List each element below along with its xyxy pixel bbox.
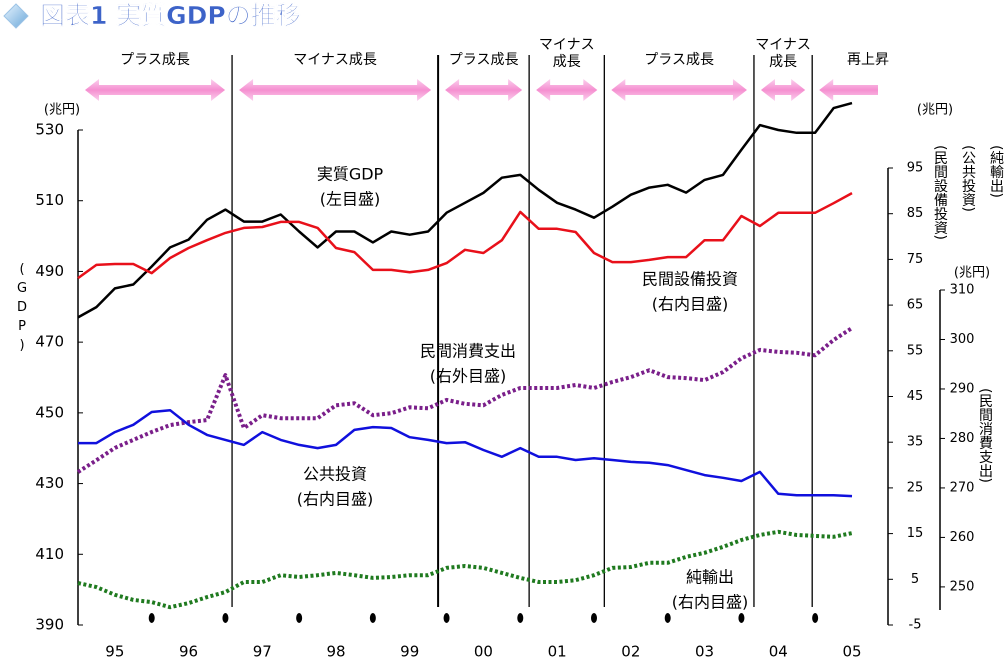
y2-title: (民間設備投資) (932, 145, 948, 240)
phase-label: 再上昇 (847, 52, 889, 68)
x-tick-label: 00 (474, 643, 493, 660)
series-label: 純輸出 (686, 568, 734, 587)
y2-tick-label: 55 (907, 343, 924, 358)
y2-tick-label: 75 (907, 252, 924, 267)
y3-tick-label: 260 (950, 530, 975, 545)
y3-title: (民間消費支出) (977, 388, 993, 483)
y2-tick-label: 35 (907, 435, 924, 450)
y-tick-label: 470 (35, 333, 64, 351)
phase-arrow (819, 79, 878, 101)
y2-tick-label: 45 (907, 389, 924, 404)
y2-title: (公共投資) (960, 145, 976, 212)
x-tick-label: 95 (105, 643, 124, 660)
phase-label: マイナス (755, 37, 811, 53)
x-tick (148, 613, 155, 623)
phase-label: 成長 (553, 54, 581, 70)
x-tick (812, 613, 819, 623)
series-label: 民間設備投資 (642, 270, 738, 289)
y-tick-label: 510 (35, 191, 64, 209)
phase-arrow (85, 79, 226, 101)
y3-tick-label: 270 (950, 480, 975, 495)
series-label: 実質GDP (317, 165, 384, 184)
y2-tick-label: 15 (907, 526, 924, 541)
y3-tick-label: 300 (950, 332, 975, 347)
x-tick (443, 613, 450, 623)
series-scale-label: (右内目盛) (672, 593, 749, 612)
y-tick-label: 450 (35, 403, 64, 421)
phase-label: プラス成長 (644, 52, 714, 68)
x-tick (296, 613, 303, 623)
phase-label: マイナス成長 (293, 52, 377, 68)
y2-tick-label: 95 (907, 161, 924, 176)
x-tick (664, 613, 671, 623)
y2-tick-label: 25 (907, 480, 924, 495)
title-icon (3, 3, 29, 29)
x-tick-label: 05 (842, 643, 861, 660)
phase-arrow (445, 79, 523, 101)
series-line (77, 101, 853, 319)
x-tick-label: 02 (621, 643, 640, 660)
series-scale-label: (右外目盛) (430, 367, 507, 386)
y3-unit: (兆円) (954, 266, 990, 281)
phase-arrow (611, 79, 747, 101)
phase-label: プラス成長 (120, 52, 190, 68)
y-tick-label: 490 (35, 262, 64, 280)
series-line (77, 192, 853, 280)
series-line (78, 408, 853, 498)
x-tick-label: 99 (400, 643, 419, 660)
x-tick-label: 97 (253, 643, 272, 660)
chart-title: 図表1 実質GDPの推移 (40, 1, 301, 30)
y3-tick-label: 310 (950, 283, 975, 298)
y2-tick-label: 65 (907, 298, 924, 313)
x-tick (222, 613, 229, 623)
x-tick (738, 613, 745, 623)
series-scale-label: (右内目盛) (652, 295, 729, 314)
x-tick (517, 613, 524, 623)
y3-tick-label: 290 (950, 381, 975, 396)
x-tick-label: 01 (548, 643, 567, 660)
series-line (77, 529, 853, 610)
y2-title: (純輸出) (988, 145, 1004, 198)
phase-label: 成長 (769, 54, 797, 70)
series-line (76, 326, 854, 474)
x-tick-label: 04 (769, 643, 788, 660)
y-unit: (兆円) (44, 103, 80, 118)
phase-arrow (536, 79, 598, 101)
y-tick-label: 430 (35, 474, 64, 492)
y3-tick-label: 280 (950, 431, 975, 446)
x-tick (369, 613, 376, 623)
y-tick-label: 410 (35, 545, 64, 563)
x-tick-label: 96 (179, 643, 198, 660)
phase-arrow (760, 79, 806, 101)
y-tick-label: 530 (35, 121, 64, 139)
series-label: 公共投資 (303, 465, 367, 484)
y-title: (GDP) (15, 262, 30, 357)
y-tick-label: 390 (35, 616, 64, 634)
y2-tick-label: 85 (907, 206, 924, 221)
phase-label: マイナス (539, 37, 595, 53)
x-tick-label: 98 (326, 643, 345, 660)
phase-label: プラス成長 (449, 52, 519, 68)
series-scale-label: (右内目盛) (297, 490, 374, 509)
series-label: 民間消費支出 (420, 342, 516, 361)
y2-tick-label: 5 (911, 572, 919, 587)
x-tick-label: 03 (695, 643, 714, 660)
x-tick (591, 613, 597, 623)
y3-tick-label: 250 (950, 579, 975, 594)
y2-unit: (兆円) (917, 103, 953, 118)
phase-arrow (239, 79, 432, 101)
series-scale-label: (左目盛) (320, 190, 381, 209)
y2-tick-label: -5 (909, 618, 922, 633)
